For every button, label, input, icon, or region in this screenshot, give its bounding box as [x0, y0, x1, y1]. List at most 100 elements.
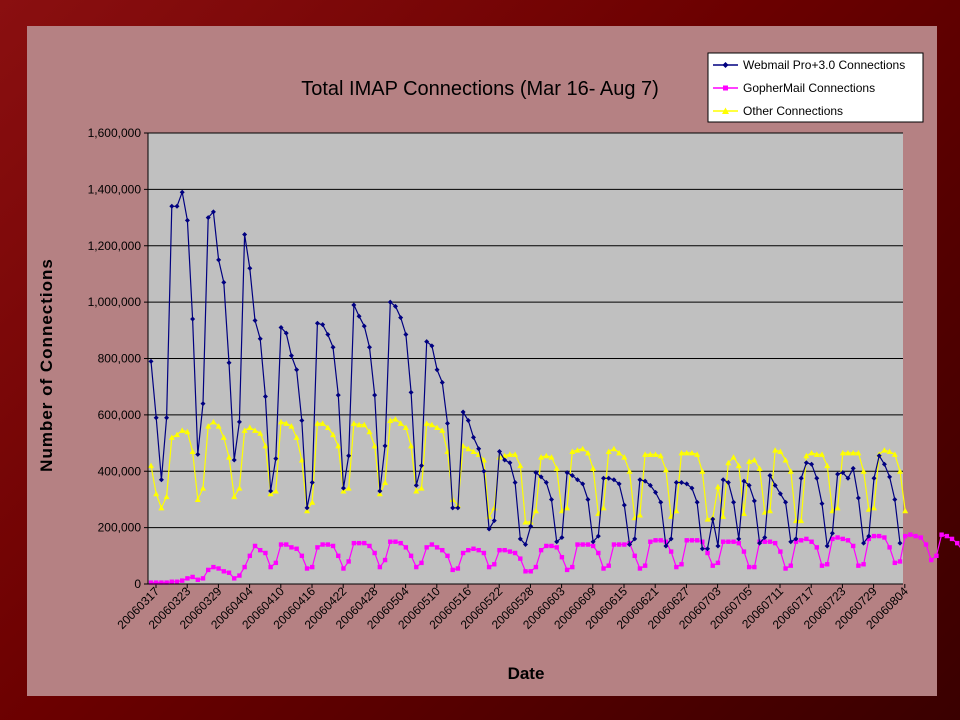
- data-point: [377, 564, 383, 570]
- data-point: [601, 475, 607, 481]
- data-point: [897, 540, 903, 546]
- data-point: [216, 566, 221, 571]
- data-point: [616, 449, 623, 456]
- data-point: [517, 536, 523, 542]
- data-point: [559, 534, 565, 540]
- data-point: [371, 442, 378, 449]
- data-point: [544, 543, 549, 549]
- data-point: [424, 545, 429, 550]
- data-point: [523, 542, 528, 548]
- data-point: [180, 578, 185, 583]
- data-point: [538, 547, 544, 553]
- data-point: [351, 540, 357, 546]
- data-point: [756, 465, 763, 471]
- data-point: [762, 539, 767, 544]
- data-point: [606, 475, 612, 481]
- data-point: [502, 547, 507, 553]
- data-point: [918, 535, 924, 540]
- data-point: [735, 462, 742, 469]
- data-point: [455, 505, 461, 511]
- data-point: [934, 553, 939, 559]
- data-point: [158, 504, 165, 511]
- data-point: [272, 487, 279, 494]
- data-point: [871, 475, 877, 481]
- data-point: [413, 487, 420, 494]
- data-point: [908, 532, 913, 537]
- data-point: [866, 536, 871, 542]
- data-point: [746, 564, 752, 570]
- data-point: [627, 542, 633, 548]
- data-point: [159, 580, 164, 585]
- data-point: [424, 339, 430, 345]
- data-point: [351, 302, 357, 308]
- data-point: [731, 499, 737, 505]
- data-point: [366, 428, 373, 435]
- data-point: [226, 360, 232, 366]
- y-tick-label: 1,200,000: [88, 239, 142, 253]
- legend-box: [707, 52, 924, 123]
- data-point: [304, 507, 311, 514]
- data-point: [189, 448, 196, 455]
- data-point: [861, 562, 866, 567]
- data-point: [278, 542, 284, 547]
- y-tick-label: 600,000: [98, 408, 142, 422]
- data-point: [263, 550, 268, 556]
- data-point: [293, 434, 300, 440]
- data-point: [350, 420, 357, 426]
- y-tick-label: 200,000: [98, 521, 142, 535]
- data-point: [684, 481, 690, 487]
- data-point: [153, 415, 159, 421]
- data-point: [605, 448, 612, 455]
- data-point: [356, 313, 362, 319]
- data-point: [564, 567, 570, 573]
- data-point: [179, 427, 186, 433]
- data-point: [309, 499, 316, 505]
- data-point: [528, 523, 534, 529]
- data-point: [179, 189, 185, 195]
- data-point: [830, 536, 835, 542]
- data-point: [278, 324, 284, 330]
- data-point: [647, 482, 653, 488]
- data-point: [772, 482, 778, 488]
- data-point: [892, 496, 898, 502]
- data-point: [423, 420, 430, 426]
- data-point: [304, 505, 310, 511]
- data-point: [356, 421, 363, 428]
- data-point: [242, 564, 247, 570]
- data-point: [341, 566, 346, 571]
- data-point: [241, 427, 248, 433]
- data-point: [163, 493, 170, 500]
- data-point: [205, 215, 211, 221]
- data-point: [611, 477, 617, 483]
- data-point: [289, 545, 294, 550]
- data-point: [699, 546, 705, 552]
- data-point: [892, 560, 897, 566]
- data-point: [262, 394, 268, 400]
- data-point: [439, 379, 445, 385]
- data-point: [278, 418, 285, 425]
- y-axis-ticks: 0 200,000 400,000 600,000 800,000 1,000,000 1,…: [88, 126, 148, 591]
- data-point: [819, 501, 825, 507]
- data-point: [528, 569, 533, 574]
- data-point: [517, 462, 524, 469]
- data-point: [393, 539, 398, 544]
- legend-marker: [722, 107, 729, 114]
- data-point: [653, 489, 659, 495]
- data-point: [185, 576, 190, 581]
- data-point: [486, 564, 492, 570]
- data-point: [710, 563, 715, 568]
- data-point: [621, 502, 627, 508]
- data-point: [440, 547, 445, 553]
- data-point: [757, 540, 763, 546]
- data-point: [580, 542, 585, 547]
- data-point: [845, 538, 851, 543]
- data-point: [673, 480, 679, 486]
- data-point: [804, 536, 809, 542]
- data-point: [778, 549, 783, 554]
- data-point: [746, 458, 753, 464]
- data-point: [746, 482, 752, 488]
- data-point: [575, 477, 581, 483]
- data-point: [226, 454, 233, 460]
- data-point: [939, 532, 944, 537]
- data-point: [512, 550, 518, 556]
